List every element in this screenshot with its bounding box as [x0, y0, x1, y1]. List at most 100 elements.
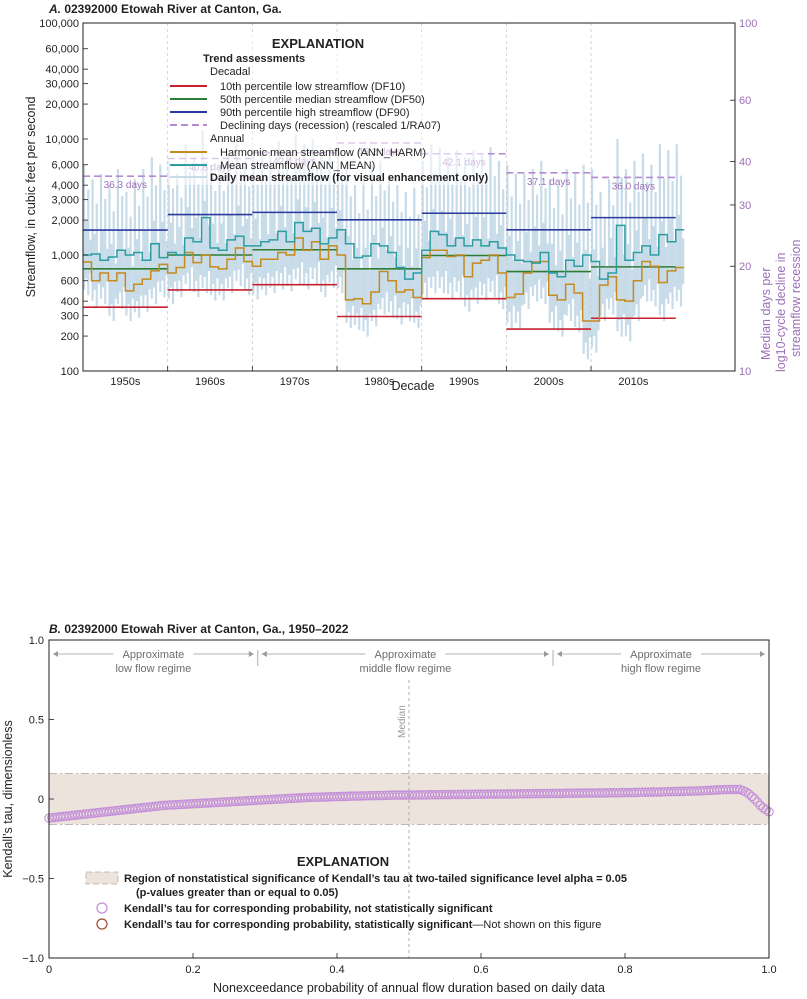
- chart-a-frame: [82, 22, 736, 372]
- kendall-tau-points: [44, 784, 774, 823]
- regime-labels: Approximate low flow regime Approximate mid…: [53, 649, 765, 675]
- legend-mean-label: Mean streamflow (ANN_MEAN): [220, 160, 375, 172]
- chart-b-title: B. 02392000 Etowah River at Canton, Ga.,…: [49, 622, 349, 636]
- chart-b-y-ticks: −1.0 −0.5 0 0.5 1.0: [22, 635, 54, 965]
- chart-a-title: A. 02392000 Etowah River at Canton, Ga.: [48, 2, 282, 16]
- chart-a-ylabel: Streamflow, in cubic feet per second: [24, 97, 38, 298]
- legend-a-sub: Trend assessments: [203, 53, 305, 65]
- legend-ns-label: Kendall’s tau for corresponding probabil…: [124, 903, 493, 915]
- chart-a-y2label: Median days per log10-cycle decline in s…: [759, 240, 803, 372]
- y-tick-label: 3,000: [51, 195, 79, 207]
- x-tick-label: 0.8: [617, 964, 632, 976]
- regime-label-line2: middle flow regime: [360, 663, 452, 675]
- y2-tick-label: 20: [739, 261, 751, 273]
- y-tick-label: 60,000: [45, 44, 79, 56]
- legend-a-backdrop: [168, 35, 488, 185]
- legend-sig-label: Kendall’s tau for corresponding probabil…: [124, 919, 601, 931]
- chart-b-xlabel: Nonexceedance probability of annual flow…: [213, 981, 605, 995]
- chart-b-legend: EXPLANATION Region of nonstatistical sig…: [85, 854, 627, 931]
- y-tick-label: −1.0: [22, 953, 44, 965]
- legend-daily-label: Daily mean streamflow (for visual enhanc…: [210, 172, 488, 184]
- y-tick-label: 2,000: [51, 215, 79, 227]
- y-tick-label: 600: [61, 276, 79, 288]
- y2-tick-label: 30: [739, 200, 751, 212]
- y-tick-label: 6,000: [51, 160, 79, 172]
- regime-label-line1: Approximate: [630, 649, 692, 661]
- chart-a-xlabel: Decade: [391, 379, 434, 393]
- x-tick-label: 0: [46, 964, 52, 976]
- chart-b-ylabel: Kendall’s tau, dimensionless: [1, 720, 15, 878]
- ra07-label: 36.3 days: [104, 180, 147, 191]
- y-tick-label: 0: [38, 794, 44, 806]
- arrowhead-left: [557, 651, 562, 657]
- y-tick-label: 20,000: [45, 99, 79, 111]
- y-tick-label: 200: [61, 331, 79, 343]
- median-label: Median: [397, 705, 408, 738]
- y2-tick-label: 40: [739, 156, 751, 168]
- legend-b-heading: EXPLANATION: [297, 854, 389, 869]
- y-tick-label: 40,000: [45, 64, 79, 76]
- arrowhead-right: [760, 651, 765, 657]
- legend-a-group2: Annual: [210, 133, 244, 145]
- x-tick-label: 0.2: [185, 964, 200, 976]
- decade-tick-label: 2000s: [534, 376, 564, 388]
- tau-point: [749, 794, 760, 804]
- tau-point: [752, 797, 763, 807]
- arrowhead-left: [53, 651, 58, 657]
- regime-label-line1: Approximate: [123, 649, 185, 661]
- tau-point: [746, 791, 757, 802]
- x-tick-label: 0.4: [329, 964, 344, 976]
- decade-tick-label: 1980s: [364, 376, 394, 388]
- y2-tick-label: 60: [739, 95, 751, 107]
- y-tick-label: 100: [61, 366, 79, 378]
- decade-tick-label: 1970s: [280, 376, 310, 388]
- daily-streamflow-band: [82, 129, 685, 360]
- y-tick-label: 1,000: [51, 250, 79, 262]
- y-tick-label: 300: [61, 311, 79, 323]
- legend-df50-label: 50th percentile median streamflow (DF50): [220, 94, 425, 106]
- chart-b: B. 02392000 Etowah River at Canton, Ga.,…: [1, 622, 777, 995]
- arrowhead-right: [544, 651, 549, 657]
- regime-dividers: [257, 650, 554, 958]
- ra07-label: 36.0 days: [612, 181, 655, 192]
- decade-tick-label: 1990s: [449, 376, 479, 388]
- legend-df10-label: 10th percentile low streamflow (DF10): [220, 81, 405, 93]
- chart-a-legend: EXPLANATION Trend assessments Decadal 10…: [168, 35, 488, 185]
- legend-band-swatch: [85, 871, 119, 885]
- decade-dividers: [167, 23, 592, 371]
- y-tick-label: 10,000: [45, 134, 79, 146]
- chart-a: A. 02392000 Etowah River at Canton, Ga. …: [24, 2, 803, 393]
- legend-df90-label: 90th percentile high streamflow (DF90): [220, 107, 410, 119]
- legend-ns-marker: [96, 902, 108, 914]
- regime-label-line1: Approximate: [375, 649, 437, 661]
- tau-point: [732, 784, 743, 795]
- regime-label-line2: low flow regime: [115, 663, 191, 675]
- chart-a-y-ticks: 100 200 300 400 600 1,000 2,000 3,000 4,000 6,000…: [39, 18, 88, 378]
- decade-tick-label: 1950s: [110, 376, 140, 388]
- y-tick-label: 400: [61, 296, 79, 308]
- y-tick-label: 30,000: [45, 79, 79, 91]
- y-tick-label: −0.5: [22, 874, 44, 886]
- y-tick-label: 4,000: [51, 180, 79, 192]
- harmonic-mean-line: [83, 237, 685, 322]
- chart-b-x-ticks: 0 0.2 0.4 0.6 0.8 1.0: [46, 953, 777, 976]
- legend-harm-label: Harmonic mean streamflow (ANN_HARM): [220, 147, 426, 159]
- arrowhead-left: [261, 651, 267, 657]
- ra07-label: 37.1 days: [527, 177, 570, 188]
- y2-tick-label: 10: [739, 366, 751, 378]
- decade-tick-label: 2010s: [618, 376, 648, 388]
- annual-series: [83, 216, 685, 322]
- y2label-line2: log10-cycle decline in: [774, 252, 788, 372]
- legend-band-label: Region of nonstatistical significance of…: [124, 873, 627, 885]
- annual-mean-line: [83, 216, 685, 280]
- y2-tick-label: 100: [739, 18, 757, 30]
- legend-sig-marker: [96, 918, 108, 930]
- y2label-line3: streamflow recession: [789, 240, 803, 357]
- y-tick-label: 100,000: [39, 18, 79, 30]
- decade-tick-label: 1960s: [195, 376, 225, 388]
- chart-a-x-ticks: 1950s 1960s 1970s 1980s 1990s 2000s 2010s: [110, 366, 649, 388]
- legend-ra07-label: Declining days (recession) (rescaled 1/R…: [220, 120, 441, 132]
- x-tick-label: 1.0: [761, 964, 776, 976]
- tau-point: [744, 789, 754, 799]
